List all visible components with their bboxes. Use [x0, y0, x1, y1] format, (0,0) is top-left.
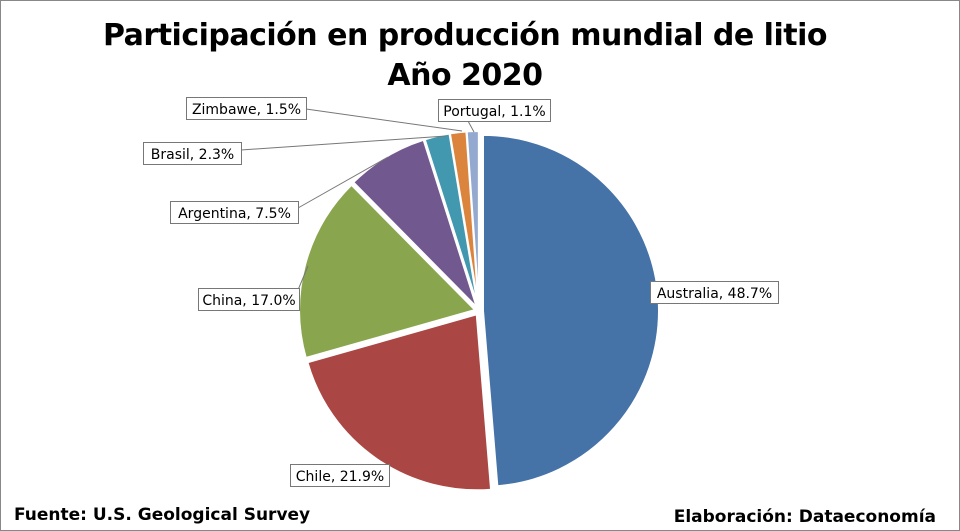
- data-label-box: [198, 288, 300, 311]
- pie-slice-portugal: [465, 130, 480, 308]
- data-label-text: Argentina, 7.5%: [178, 206, 291, 222]
- data-label-argentina: Argentina, 7.5%: [170, 201, 299, 224]
- data-label-text: Portugal, 1.1%: [443, 104, 545, 120]
- data-label-text: China, 17.0%: [202, 293, 295, 309]
- data-label-box: [186, 97, 307, 120]
- data-label-zimbawe: Zimbawe, 1.5%: [186, 97, 307, 120]
- leader-line-zimbawe: [305, 108, 463, 132]
- data-label-box: [290, 464, 390, 487]
- pie-slice-argentina: [351, 138, 478, 309]
- pie-slice-chile: [306, 312, 493, 492]
- leader-line-argentina: [297, 156, 389, 209]
- pie-slice-china: [298, 183, 478, 360]
- data-label-chile: Chile, 21.9%: [290, 464, 390, 487]
- data-label-portugal: Portugal, 1.1%: [438, 99, 551, 122]
- leader-line-china: [297, 265, 309, 291]
- leader-line-brasil: [240, 135, 447, 151]
- pie-slice-australia: [481, 133, 660, 488]
- data-label-australia: Australia, 48.7%: [650, 281, 779, 304]
- chart-subtitle: Año 2020: [387, 58, 543, 93]
- data-label-box: [143, 142, 242, 165]
- chart-title: Participación en producción mundial de l…: [102, 18, 828, 53]
- data-label-text: Australia, 48.7%: [657, 286, 772, 302]
- data-label-box: [650, 281, 779, 304]
- data-label-text: Zimbawe, 1.5%: [192, 102, 301, 118]
- credit-note: Elaboración: Dataeconomía: [673, 507, 936, 527]
- data-label-box: [438, 99, 551, 122]
- data-label-china: China, 17.0%: [198, 288, 300, 311]
- data-label-box: [170, 201, 299, 224]
- data-label-brasil: Brasil, 2.3%: [143, 142, 242, 165]
- data-label-text: Chile, 21.9%: [296, 469, 384, 485]
- leader-line-portugal: [467, 120, 475, 133]
- data-label-text: Brasil, 2.3%: [151, 147, 234, 163]
- source-note: Fuente: U.S. Geological Survey: [14, 505, 311, 525]
